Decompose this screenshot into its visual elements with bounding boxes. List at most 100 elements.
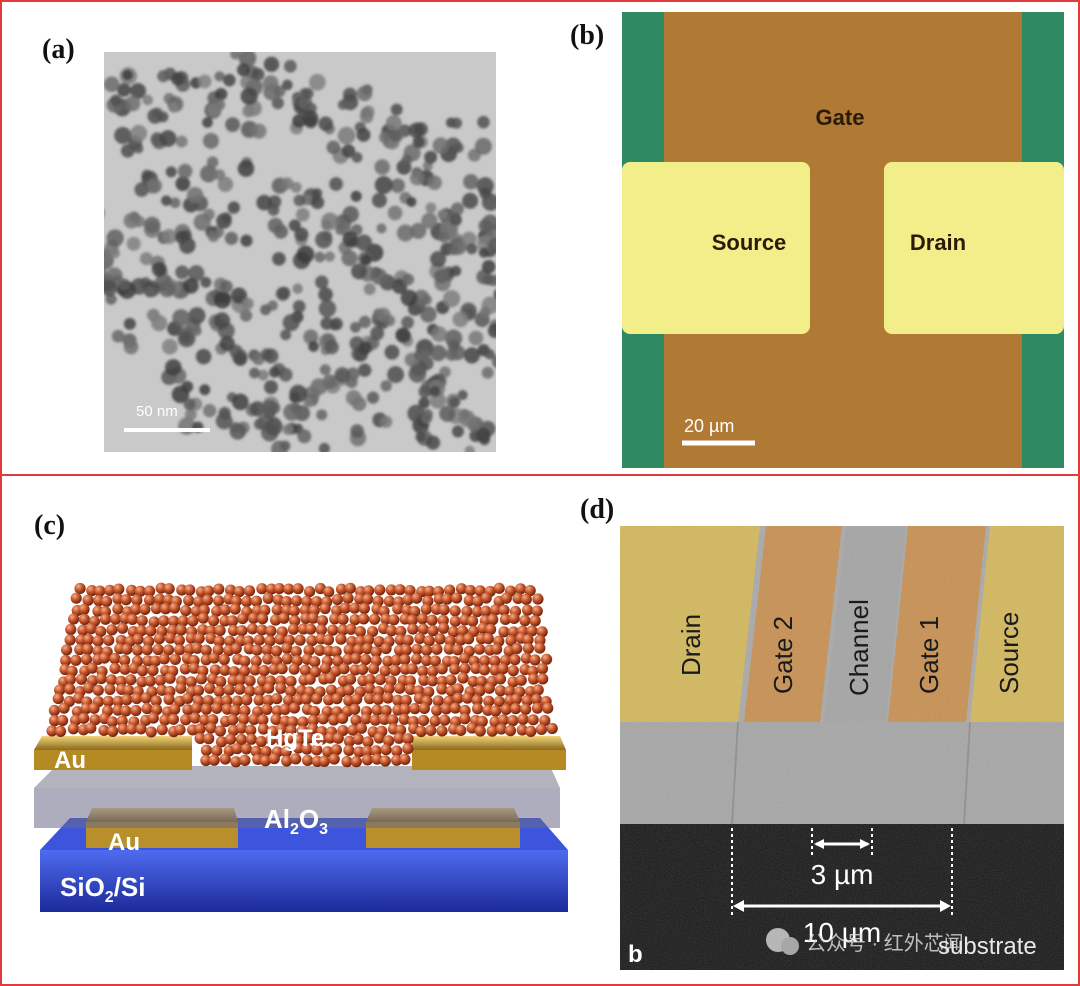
nanoparticle <box>200 276 212 288</box>
nanoparticle <box>238 52 257 67</box>
nanoparticle <box>263 348 279 364</box>
quantum-dot <box>382 692 394 704</box>
quantum-dot <box>274 633 286 645</box>
nanoparticle <box>429 386 441 397</box>
quantum-dot <box>119 654 131 667</box>
quantum-dot <box>54 684 66 696</box>
quantum-dot <box>128 662 140 674</box>
nanoparticle <box>130 82 147 99</box>
nanoparticle <box>282 423 294 435</box>
hgte-quantum-dot-film <box>46 582 558 768</box>
quantum-dot <box>498 626 510 638</box>
quantum-dot <box>299 604 312 616</box>
nanoparticle <box>207 230 220 243</box>
quantum-dot <box>251 644 263 656</box>
nanoparticle <box>351 152 363 163</box>
quantum-dot <box>473 643 486 655</box>
quantum-dot <box>155 582 167 594</box>
quantum-dot <box>350 714 362 726</box>
quantum-dot <box>343 644 355 656</box>
nanoparticle <box>241 297 254 310</box>
quantum-dot <box>368 613 381 625</box>
nanoparticle <box>175 176 191 192</box>
nanoparticle <box>478 247 489 258</box>
quantum-dot <box>388 614 400 626</box>
quantum-dot <box>169 703 181 715</box>
quantum-dot <box>354 635 366 647</box>
quantum-dot <box>255 735 267 748</box>
nanoparticle <box>294 227 309 242</box>
quantum-dot <box>61 644 73 656</box>
top-contact-left <box>34 736 192 750</box>
quantum-dot <box>176 584 188 596</box>
nanoparticle <box>123 339 139 355</box>
quantum-dot <box>46 725 58 737</box>
nanoparticle <box>380 415 393 428</box>
nanoparticle <box>257 369 269 381</box>
quantum-dot <box>500 703 512 715</box>
tem-image: 50 nm <box>104 52 496 452</box>
quantum-dot <box>417 665 429 677</box>
quantum-dot <box>75 673 88 685</box>
nanoparticle <box>432 137 449 154</box>
quantum-dot <box>511 642 523 655</box>
quantum-dot <box>474 725 486 737</box>
quantum-dot <box>417 623 429 635</box>
quantum-dot <box>239 655 251 667</box>
quantum-dot <box>208 754 220 766</box>
nanoparticle <box>337 126 356 145</box>
nanoparticle <box>195 348 212 365</box>
quantum-dot <box>92 684 104 696</box>
quantum-dot <box>238 713 250 725</box>
strip-label-drain: Drain <box>676 614 706 676</box>
quantum-dot <box>423 585 435 597</box>
nanoparticle <box>240 87 258 105</box>
quantum-dot <box>445 674 457 686</box>
quantum-dot <box>402 743 414 755</box>
quantum-dot <box>141 702 153 715</box>
nanoparticle <box>418 397 430 409</box>
quantum-dot <box>229 704 241 716</box>
quantum-dot <box>382 655 394 667</box>
quantum-dot <box>244 685 256 697</box>
quantum-dot <box>382 735 395 747</box>
quantum-dot <box>78 603 90 616</box>
quantum-dot <box>471 694 483 706</box>
quantum-dot <box>278 612 290 624</box>
quantum-dot <box>495 723 507 735</box>
quantum-dot <box>126 613 139 625</box>
quantum-dot <box>78 712 90 724</box>
quantum-dot <box>323 586 335 598</box>
quantum-dot <box>423 686 435 698</box>
nanoparticle <box>202 117 213 128</box>
nanoparticle <box>110 94 122 107</box>
quantum-dot <box>121 643 133 655</box>
quantum-dot <box>205 722 217 734</box>
quantum-dot <box>449 663 461 675</box>
quantum-dot <box>489 604 502 616</box>
sio2-label: SiO2/Si <box>60 872 146 906</box>
sio2-substrate-side <box>40 850 568 912</box>
quantum-dot <box>160 603 172 615</box>
quantum-dot <box>480 605 492 617</box>
nanoparticle <box>123 317 136 330</box>
quantum-dot <box>301 595 313 608</box>
nanoparticle <box>269 366 281 378</box>
nanoparticle <box>158 280 176 298</box>
quantum-dot <box>230 642 242 655</box>
quantum-dot <box>265 625 277 637</box>
quantum-dot <box>535 723 548 736</box>
quantum-dot <box>311 744 323 756</box>
quantum-dot <box>520 593 532 605</box>
quantum-dot <box>457 672 469 684</box>
quantum-dot <box>168 615 180 627</box>
quantum-dot <box>331 593 344 606</box>
quantum-dot <box>162 644 175 656</box>
quantum-dot <box>449 605 461 617</box>
nanoparticle <box>230 52 241 60</box>
quantum-dot <box>102 695 114 707</box>
quantum-dot <box>175 682 187 694</box>
quantum-dot <box>464 584 476 597</box>
quantum-dot <box>532 593 544 605</box>
nanoparticle <box>308 341 319 352</box>
